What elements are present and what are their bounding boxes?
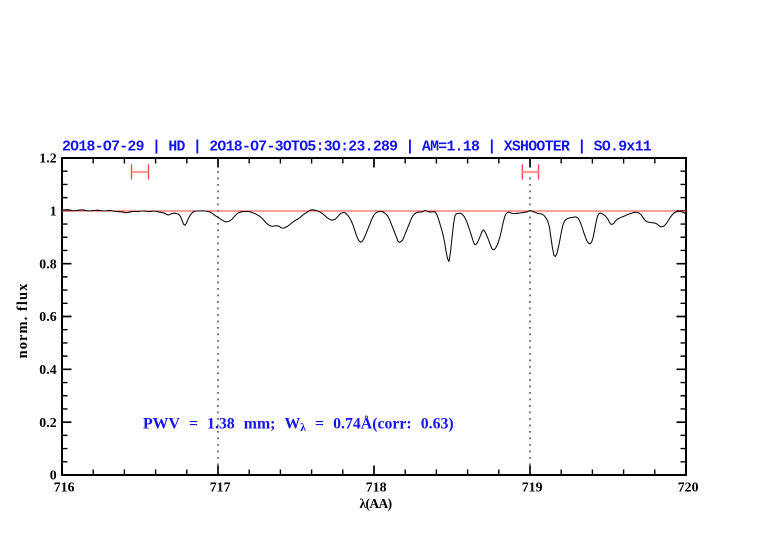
svg-text:717: 717 <box>210 479 231 494</box>
svg-text:2O18-O7-29 | HD | 2O18-O7-3OTO: 2O18-O7-29 | HD | 2O18-O7-3OTO5:3O:23.28… <box>62 140 652 156</box>
svg-text:716: 716 <box>54 479 75 494</box>
svg-text:0.4: 0.4 <box>39 362 57 377</box>
svg-text:0.2: 0.2 <box>39 415 57 430</box>
svg-text:λ(AA): λ(AA) <box>359 496 391 511</box>
svg-text:719: 719 <box>522 479 543 494</box>
svg-text:0.8: 0.8 <box>39 256 57 271</box>
svg-text:0: 0 <box>50 468 57 483</box>
svg-text:720: 720 <box>678 479 699 494</box>
svg-text:718: 718 <box>366 479 387 494</box>
svg-text:1: 1 <box>50 204 57 219</box>
svg-text:PWV = 1.38 mm; Wλ = 0.74: PWV = 1.38 mm; Wλ = 0.74Å(corr: 0.63) <box>143 414 454 434</box>
svg-text:norm. flux: norm. flux <box>15 283 31 359</box>
svg-text:1.2: 1.2 <box>39 151 57 166</box>
svg-text:0.6: 0.6 <box>39 309 57 324</box>
